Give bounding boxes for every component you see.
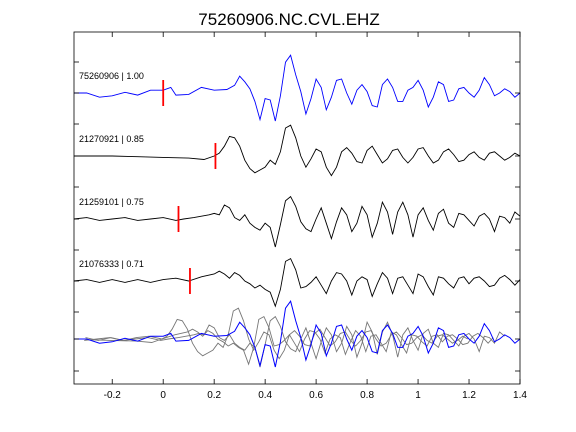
- trace-label-3: 21076333 | 0.71: [79, 259, 144, 269]
- x-tick-label-2: 0.2: [207, 390, 221, 401]
- y-axis-ticks: [74, 61, 520, 372]
- trace-label-1: 21270921 | 0.85: [79, 134, 144, 144]
- x-tick-label-8: 1.4: [513, 390, 527, 401]
- x-tick-label-0: -0.2: [104, 390, 122, 401]
- x-tick-label-7: 1.2: [462, 390, 476, 401]
- trace-layer: 75260906 | 1.00 21270921 | 0.85 21259101 |…: [73, 54, 521, 308]
- trace-label-2: 21259101 | 0.75: [79, 197, 144, 207]
- chart-title: 75260906.NC.CVL.EHZ: [198, 10, 379, 29]
- trace-line-2: [73, 195, 521, 248]
- x-tick-label-3: 0.4: [258, 390, 272, 401]
- trace-line-1: [74, 124, 521, 177]
- plot-frame: [73, 31, 521, 385]
- x-tick-label-1: 0: [160, 390, 166, 401]
- x-tick-label-5: 0.8: [360, 390, 374, 401]
- x-axis: -0.2 0 0.2 0.4 0.6 0.8 1 1.2 1.4: [104, 32, 527, 401]
- overlay-layer: [74, 300, 521, 368]
- x-tick-label-4: 0.6: [309, 390, 323, 401]
- trace-label-0: 75260906 | 1.00: [79, 71, 144, 81]
- trace-line-0: [74, 54, 521, 122]
- x-tick-label-6: 1: [415, 390, 421, 401]
- overlay-trace-0: [74, 300, 521, 368]
- trace-line-3: [73, 257, 521, 308]
